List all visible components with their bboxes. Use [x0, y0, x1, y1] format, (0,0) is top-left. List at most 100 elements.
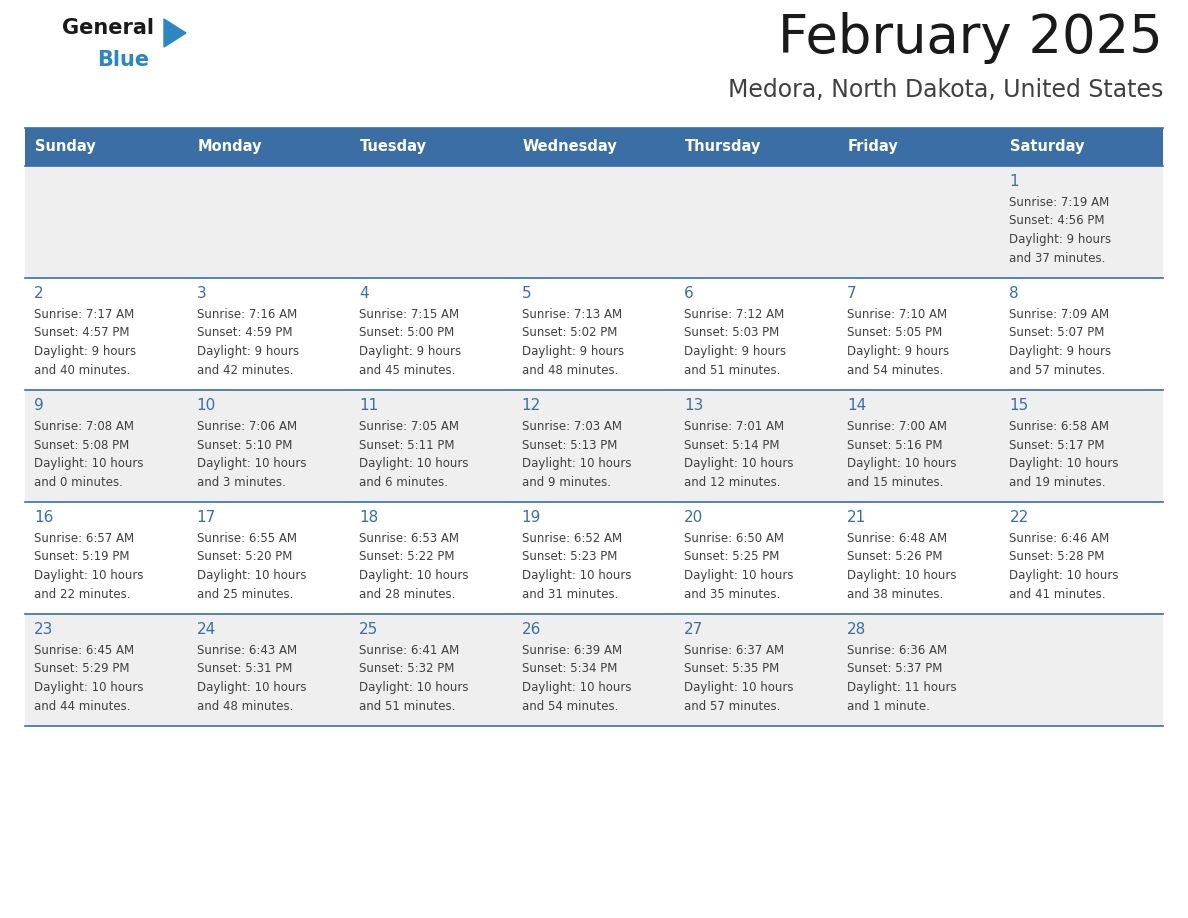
Text: 17: 17: [196, 510, 216, 525]
Text: Sunrise: 6:37 AM
Sunset: 5:35 PM
Daylight: 10 hours
and 57 minutes.: Sunrise: 6:37 AM Sunset: 5:35 PM Dayligh…: [684, 644, 794, 712]
Text: Sunrise: 7:09 AM
Sunset: 5:07 PM
Daylight: 9 hours
and 57 minutes.: Sunrise: 7:09 AM Sunset: 5:07 PM Dayligh…: [1010, 308, 1112, 376]
Bar: [25, 278, 188, 390]
Bar: [1000, 614, 1163, 726]
Bar: [838, 390, 1000, 502]
Text: 26: 26: [522, 622, 541, 637]
Text: 9: 9: [34, 398, 44, 413]
Bar: [350, 278, 513, 390]
Text: 2: 2: [34, 286, 44, 301]
Text: Sunrise: 6:46 AM
Sunset: 5:28 PM
Daylight: 10 hours
and 41 minutes.: Sunrise: 6:46 AM Sunset: 5:28 PM Dayligh…: [1010, 532, 1119, 600]
Bar: [675, 166, 838, 278]
Text: Sunrise: 6:48 AM
Sunset: 5:26 PM
Daylight: 10 hours
and 38 minutes.: Sunrise: 6:48 AM Sunset: 5:26 PM Dayligh…: [847, 532, 956, 600]
Bar: [25, 614, 188, 726]
Bar: [513, 502, 675, 614]
Text: 24: 24: [196, 622, 216, 637]
Text: 10: 10: [196, 398, 216, 413]
Bar: [188, 502, 350, 614]
Bar: [838, 502, 1000, 614]
Text: 3: 3: [196, 286, 207, 301]
Bar: [675, 614, 838, 726]
Bar: [838, 166, 1000, 278]
Bar: [188, 614, 350, 726]
Bar: [1000, 166, 1163, 278]
Text: Sunrise: 6:45 AM
Sunset: 5:29 PM
Daylight: 10 hours
and 44 minutes.: Sunrise: 6:45 AM Sunset: 5:29 PM Dayligh…: [34, 644, 144, 712]
Bar: [350, 390, 513, 502]
Text: Blue: Blue: [97, 50, 150, 70]
Text: Sunrise: 6:39 AM
Sunset: 5:34 PM
Daylight: 10 hours
and 54 minutes.: Sunrise: 6:39 AM Sunset: 5:34 PM Dayligh…: [522, 644, 631, 712]
Text: 1: 1: [1010, 174, 1019, 189]
Text: Sunrise: 6:36 AM
Sunset: 5:37 PM
Daylight: 11 hours
and 1 minute.: Sunrise: 6:36 AM Sunset: 5:37 PM Dayligh…: [847, 644, 956, 712]
Text: Sunrise: 7:17 AM
Sunset: 4:57 PM
Daylight: 9 hours
and 40 minutes.: Sunrise: 7:17 AM Sunset: 4:57 PM Dayligh…: [34, 308, 137, 376]
Bar: [675, 128, 838, 166]
Text: Sunrise: 7:00 AM
Sunset: 5:16 PM
Daylight: 10 hours
and 15 minutes.: Sunrise: 7:00 AM Sunset: 5:16 PM Dayligh…: [847, 420, 956, 488]
Text: 13: 13: [684, 398, 703, 413]
Bar: [513, 390, 675, 502]
Text: Monday: Monday: [197, 140, 263, 154]
Text: Sunrise: 7:06 AM
Sunset: 5:10 PM
Daylight: 10 hours
and 3 minutes.: Sunrise: 7:06 AM Sunset: 5:10 PM Dayligh…: [196, 420, 307, 488]
Text: Sunday: Sunday: [34, 140, 96, 154]
Bar: [25, 166, 188, 278]
Text: Sunrise: 7:03 AM
Sunset: 5:13 PM
Daylight: 10 hours
and 9 minutes.: Sunrise: 7:03 AM Sunset: 5:13 PM Dayligh…: [522, 420, 631, 488]
Bar: [188, 278, 350, 390]
Bar: [188, 166, 350, 278]
Text: Sunrise: 6:53 AM
Sunset: 5:22 PM
Daylight: 10 hours
and 28 minutes.: Sunrise: 6:53 AM Sunset: 5:22 PM Dayligh…: [359, 532, 468, 600]
Text: Sunrise: 6:58 AM
Sunset: 5:17 PM
Daylight: 10 hours
and 19 minutes.: Sunrise: 6:58 AM Sunset: 5:17 PM Dayligh…: [1010, 420, 1119, 488]
Text: 8: 8: [1010, 286, 1019, 301]
Text: Sunrise: 7:15 AM
Sunset: 5:00 PM
Daylight: 9 hours
and 45 minutes.: Sunrise: 7:15 AM Sunset: 5:00 PM Dayligh…: [359, 308, 461, 376]
Text: 4: 4: [359, 286, 368, 301]
Bar: [350, 502, 513, 614]
Text: Sunrise: 6:52 AM
Sunset: 5:23 PM
Daylight: 10 hours
and 31 minutes.: Sunrise: 6:52 AM Sunset: 5:23 PM Dayligh…: [522, 532, 631, 600]
Text: 20: 20: [684, 510, 703, 525]
Text: Sunrise: 7:12 AM
Sunset: 5:03 PM
Daylight: 9 hours
and 51 minutes.: Sunrise: 7:12 AM Sunset: 5:03 PM Dayligh…: [684, 308, 786, 376]
Text: Sunrise: 7:10 AM
Sunset: 5:05 PM
Daylight: 9 hours
and 54 minutes.: Sunrise: 7:10 AM Sunset: 5:05 PM Dayligh…: [847, 308, 949, 376]
Bar: [350, 614, 513, 726]
Text: 18: 18: [359, 510, 379, 525]
Text: 28: 28: [847, 622, 866, 637]
Text: Sunrise: 6:50 AM
Sunset: 5:25 PM
Daylight: 10 hours
and 35 minutes.: Sunrise: 6:50 AM Sunset: 5:25 PM Dayligh…: [684, 532, 794, 600]
Text: Sunrise: 7:08 AM
Sunset: 5:08 PM
Daylight: 10 hours
and 0 minutes.: Sunrise: 7:08 AM Sunset: 5:08 PM Dayligh…: [34, 420, 144, 488]
Bar: [25, 128, 188, 166]
Text: 21: 21: [847, 510, 866, 525]
Bar: [513, 278, 675, 390]
Text: Sunrise: 7:13 AM
Sunset: 5:02 PM
Daylight: 9 hours
and 48 minutes.: Sunrise: 7:13 AM Sunset: 5:02 PM Dayligh…: [522, 308, 624, 376]
Bar: [513, 166, 675, 278]
Text: Friday: Friday: [848, 140, 898, 154]
Bar: [838, 128, 1000, 166]
Bar: [1000, 390, 1163, 502]
Text: 6: 6: [684, 286, 694, 301]
Text: 23: 23: [34, 622, 53, 637]
Bar: [513, 128, 675, 166]
Bar: [1000, 278, 1163, 390]
Polygon shape: [164, 19, 187, 47]
Text: 14: 14: [847, 398, 866, 413]
Text: Sunrise: 6:43 AM
Sunset: 5:31 PM
Daylight: 10 hours
and 48 minutes.: Sunrise: 6:43 AM Sunset: 5:31 PM Dayligh…: [196, 644, 307, 712]
Text: February 2025: February 2025: [778, 12, 1163, 64]
Bar: [350, 166, 513, 278]
Text: Sunrise: 7:05 AM
Sunset: 5:11 PM
Daylight: 10 hours
and 6 minutes.: Sunrise: 7:05 AM Sunset: 5:11 PM Dayligh…: [359, 420, 468, 488]
Text: Sunrise: 6:55 AM
Sunset: 5:20 PM
Daylight: 10 hours
and 25 minutes.: Sunrise: 6:55 AM Sunset: 5:20 PM Dayligh…: [196, 532, 307, 600]
Bar: [1000, 128, 1163, 166]
Bar: [350, 128, 513, 166]
Text: Tuesday: Tuesday: [360, 140, 428, 154]
Text: Wednesday: Wednesday: [523, 140, 618, 154]
Bar: [675, 502, 838, 614]
Text: Thursday: Thursday: [685, 140, 762, 154]
Text: 25: 25: [359, 622, 379, 637]
Bar: [838, 614, 1000, 726]
Text: Sunrise: 7:01 AM
Sunset: 5:14 PM
Daylight: 10 hours
and 12 minutes.: Sunrise: 7:01 AM Sunset: 5:14 PM Dayligh…: [684, 420, 794, 488]
Text: 11: 11: [359, 398, 379, 413]
Bar: [675, 390, 838, 502]
Text: 27: 27: [684, 622, 703, 637]
Bar: [188, 128, 350, 166]
Bar: [25, 390, 188, 502]
Text: 7: 7: [847, 286, 857, 301]
Text: 15: 15: [1010, 398, 1029, 413]
Text: 12: 12: [522, 398, 541, 413]
Bar: [513, 614, 675, 726]
Text: 22: 22: [1010, 510, 1029, 525]
Bar: [188, 390, 350, 502]
Text: Medora, North Dakota, United States: Medora, North Dakota, United States: [727, 78, 1163, 102]
Text: Sunrise: 6:57 AM
Sunset: 5:19 PM
Daylight: 10 hours
and 22 minutes.: Sunrise: 6:57 AM Sunset: 5:19 PM Dayligh…: [34, 532, 144, 600]
Bar: [675, 278, 838, 390]
Text: Sunrise: 7:19 AM
Sunset: 4:56 PM
Daylight: 9 hours
and 37 minutes.: Sunrise: 7:19 AM Sunset: 4:56 PM Dayligh…: [1010, 196, 1112, 264]
